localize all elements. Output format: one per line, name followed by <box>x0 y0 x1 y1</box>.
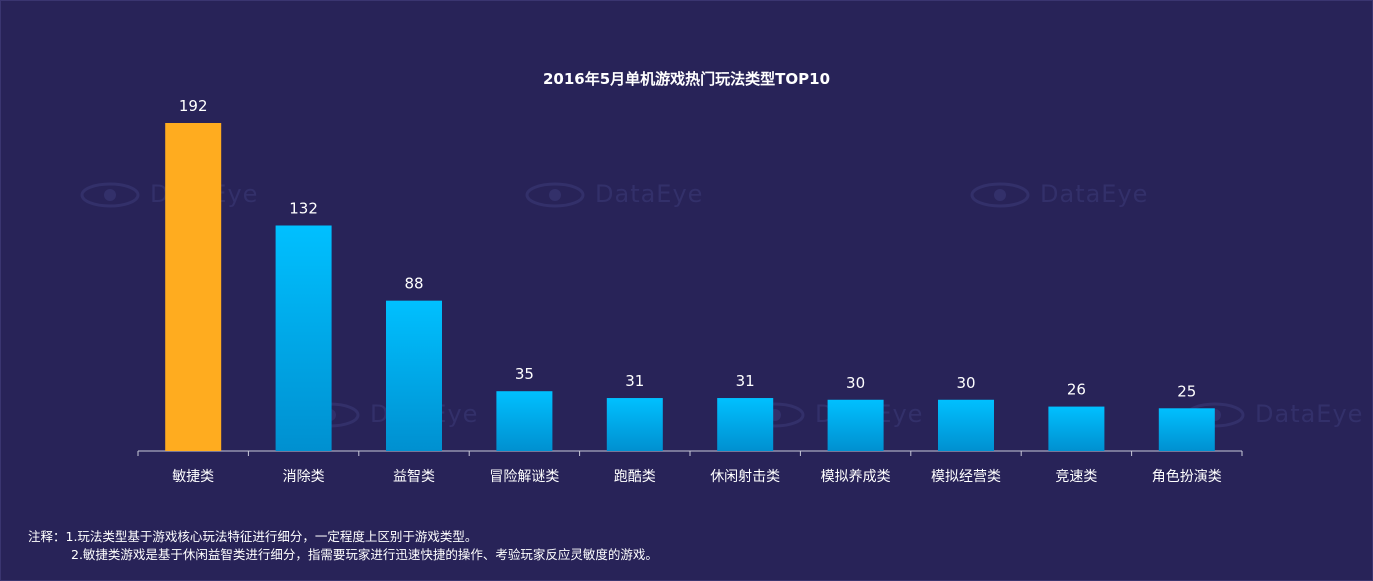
category-label: 益智类 <box>393 469 435 485</box>
bar-8 <box>938 399 994 451</box>
data-label: 26 <box>1067 381 1086 399</box>
watermark: DataEye <box>525 180 703 208</box>
bar-chart: 192 敏捷类 132 消除类 88 益智类 35 冒险解谜类 31 跑酷类 31 休闲射击类 30 模拟… <box>137 97 1243 485</box>
bar-1 <box>165 123 222 451</box>
bar-2 <box>275 225 332 451</box>
eye-logo-icon <box>80 182 140 208</box>
data-label: 192 <box>179 97 208 115</box>
data-label: 30 <box>956 374 975 392</box>
data-label: 35 <box>515 365 534 383</box>
category-label: 模拟养成类 <box>821 469 891 485</box>
category-label: 敏捷类 <box>172 469 214 485</box>
category-label: 休闲射击类 <box>710 469 780 485</box>
watermark: DataEye <box>970 180 1148 208</box>
data-label: 31 <box>625 372 644 390</box>
eye-logo-icon <box>970 182 1030 208</box>
watermark-text: DataEye <box>595 180 704 208</box>
category-label: 模拟经营类 <box>931 469 1001 485</box>
bar-9 <box>1048 406 1105 451</box>
data-label: 31 <box>736 372 755 390</box>
category-label: 角色扮演类 <box>1152 468 1222 485</box>
data-label: 88 <box>404 275 423 293</box>
data-label: 25 <box>1177 382 1196 400</box>
category-label: 跑酷类 <box>614 469 656 485</box>
bar-4 <box>496 391 553 451</box>
bar-10 <box>1158 408 1215 451</box>
category-label: 冒险解谜类 <box>489 469 559 485</box>
data-label: 132 <box>289 200 318 218</box>
bar-7 <box>827 399 884 451</box>
chart-title: 2016年5月单机游戏热门玩法类型TOP10 <box>542 70 831 88</box>
watermark: DataEye <box>1185 400 1363 428</box>
watermark-text: DataEye <box>1255 400 1364 428</box>
note-line-1: 注释：1.玩法类型基于游戏核心玩法特征进行细分，一定程度上区别于游戏类型。 <box>28 529 478 544</box>
watermark-text: DataEye <box>1040 180 1149 208</box>
note-line-2: 2.敏捷类游戏是基于休闲益智类进行细分，指需要玩家进行迅速快捷的操作、考验玩家反… <box>71 547 658 562</box>
chart-notes: 注释：1.玩法类型基于游戏核心玩法特征进行细分，一定程度上区别于游戏类型。 2.… <box>28 528 658 564</box>
eye-logo-icon <box>525 182 585 208</box>
category-label: 竞速类 <box>1055 468 1097 485</box>
data-label: 30 <box>846 374 865 392</box>
bar-6 <box>717 398 774 451</box>
category-label: 消除类 <box>283 469 325 485</box>
bar-5 <box>606 398 663 451</box>
bar-3 <box>386 300 442 451</box>
